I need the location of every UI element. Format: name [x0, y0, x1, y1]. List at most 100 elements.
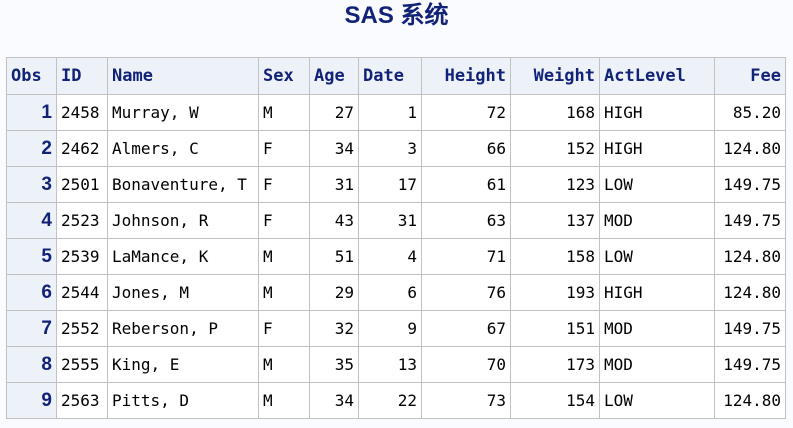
- cell-sex: M: [258, 94, 310, 131]
- cell-name: Reberson, P: [107, 310, 259, 347]
- cell-fee: 149.75: [714, 202, 786, 239]
- cell-id: 2523: [56, 202, 108, 239]
- cell-weight: 173: [510, 346, 600, 383]
- table-row: 9 2563 Pitts, D M 34 22 73 154 LOW 124.80: [6, 382, 786, 419]
- cell-date: 3: [358, 130, 422, 167]
- cell-fee: 124.80: [714, 130, 786, 167]
- cell-sex: M: [258, 382, 310, 419]
- cell-date: 9: [358, 310, 422, 347]
- cell-actlevel: LOW: [599, 382, 715, 419]
- obs-cell: 4: [6, 202, 57, 239]
- cell-height: 73: [421, 382, 511, 419]
- cell-sex: M: [258, 346, 310, 383]
- cell-sex: F: [258, 202, 310, 239]
- obs-cell: 7: [6, 310, 57, 347]
- page-title: SAS 系统: [344, 2, 449, 29]
- cell-weight: 193: [510, 274, 600, 311]
- cell-height: 67: [421, 310, 511, 347]
- cell-age: 51: [309, 238, 359, 275]
- cell-id: 2552: [56, 310, 108, 347]
- column-header-obs: Obs: [6, 57, 57, 95]
- cell-actlevel: MOD: [599, 346, 715, 383]
- column-header-id: ID: [56, 57, 108, 95]
- cell-id: 2462: [56, 130, 108, 167]
- cell-age: 35: [309, 346, 359, 383]
- cell-weight: 151: [510, 310, 600, 347]
- cell-actlevel: HIGH: [599, 274, 715, 311]
- cell-name: King, E: [107, 346, 259, 383]
- cell-name: Jones, M: [107, 274, 259, 311]
- column-header-fee: Fee: [714, 57, 786, 95]
- cell-sex: F: [258, 130, 310, 167]
- cell-id: 2458: [56, 94, 108, 131]
- cell-actlevel: MOD: [599, 202, 715, 239]
- cell-weight: 137: [510, 202, 600, 239]
- cell-sex: M: [258, 274, 310, 311]
- cell-height: 61: [421, 166, 511, 203]
- data-table: Obs ID Name Sex Age Date Height Weight ActLevel F…: [6, 57, 786, 419]
- cell-weight: 152: [510, 130, 600, 167]
- column-header-age: Age: [309, 57, 359, 95]
- cell-height: 72: [421, 94, 511, 131]
- obs-cell: 9: [6, 382, 57, 419]
- table-row: 2 2462 Almers, C F 34 3 66 152 HIGH 124.80: [6, 130, 786, 167]
- cell-weight: 168: [510, 94, 600, 131]
- cell-weight: 158: [510, 238, 600, 275]
- obs-cell: 2: [6, 130, 57, 167]
- cell-id: 2555: [56, 346, 108, 383]
- table-row: 8 2555 King, E M 35 13 70 173 MOD 149.75: [6, 346, 786, 383]
- column-header-actlevel: ActLevel: [599, 57, 715, 95]
- cell-name: Pitts, D: [107, 382, 259, 419]
- cell-name: Bonaventure, T: [107, 166, 259, 203]
- cell-height: 66: [421, 130, 511, 167]
- column-header-weight: Weight: [510, 57, 600, 95]
- table-row: 6 2544 Jones, M M 29 6 76 193 HIGH 124.80: [6, 274, 786, 311]
- cell-actlevel: HIGH: [599, 130, 715, 167]
- table-row: 1 2458 Murray, W M 27 1 72 168 HIGH 85.20: [6, 94, 786, 131]
- cell-fee: 124.80: [714, 238, 786, 275]
- cell-weight: 154: [510, 382, 600, 419]
- cell-sex: F: [258, 310, 310, 347]
- column-header-sex: Sex: [258, 57, 310, 95]
- cell-fee: 124.80: [714, 382, 786, 419]
- obs-cell: 5: [6, 238, 57, 275]
- column-header-height: Height: [421, 57, 511, 95]
- cell-date: 31: [358, 202, 422, 239]
- cell-fee: 149.75: [714, 166, 786, 203]
- table-row: 7 2552 Reberson, P F 32 9 67 151 MOD 149.75: [6, 310, 786, 347]
- cell-fee: 85.20: [714, 94, 786, 131]
- cell-fee: 124.80: [714, 274, 786, 311]
- cell-name: Almers, C: [107, 130, 259, 167]
- cell-name: LaMance, K: [107, 238, 259, 275]
- cell-actlevel: HIGH: [599, 94, 715, 131]
- cell-actlevel: LOW: [599, 166, 715, 203]
- cell-age: 34: [309, 382, 359, 419]
- obs-cell: 8: [6, 346, 57, 383]
- cell-id: 2544: [56, 274, 108, 311]
- table-row: 3 2501 Bonaventure, T F 31 17 61 123 LOW 149.75: [6, 166, 786, 203]
- obs-cell: 3: [6, 166, 57, 203]
- column-header-date: Date: [358, 57, 422, 95]
- table-row: 5 2539 LaMance, K M 51 4 71 158 LOW 124.80: [6, 238, 786, 275]
- cell-id: 2563: [56, 382, 108, 419]
- cell-age: 29: [309, 274, 359, 311]
- cell-date: 17: [358, 166, 422, 203]
- cell-date: 1: [358, 94, 422, 131]
- cell-height: 76: [421, 274, 511, 311]
- cell-height: 70: [421, 346, 511, 383]
- cell-age: 34: [309, 130, 359, 167]
- cell-actlevel: LOW: [599, 238, 715, 275]
- cell-id: 2539: [56, 238, 108, 275]
- obs-cell: 6: [6, 274, 57, 311]
- cell-actlevel: MOD: [599, 310, 715, 347]
- cell-id: 2501: [56, 166, 108, 203]
- column-header-name: Name: [107, 57, 259, 95]
- cell-height: 63: [421, 202, 511, 239]
- cell-name: Murray, W: [107, 94, 259, 131]
- obs-cell: 1: [6, 94, 57, 131]
- cell-date: 13: [358, 346, 422, 383]
- cell-age: 27: [309, 94, 359, 131]
- cell-weight: 123: [510, 166, 600, 203]
- cell-date: 4: [358, 238, 422, 275]
- cell-age: 31: [309, 166, 359, 203]
